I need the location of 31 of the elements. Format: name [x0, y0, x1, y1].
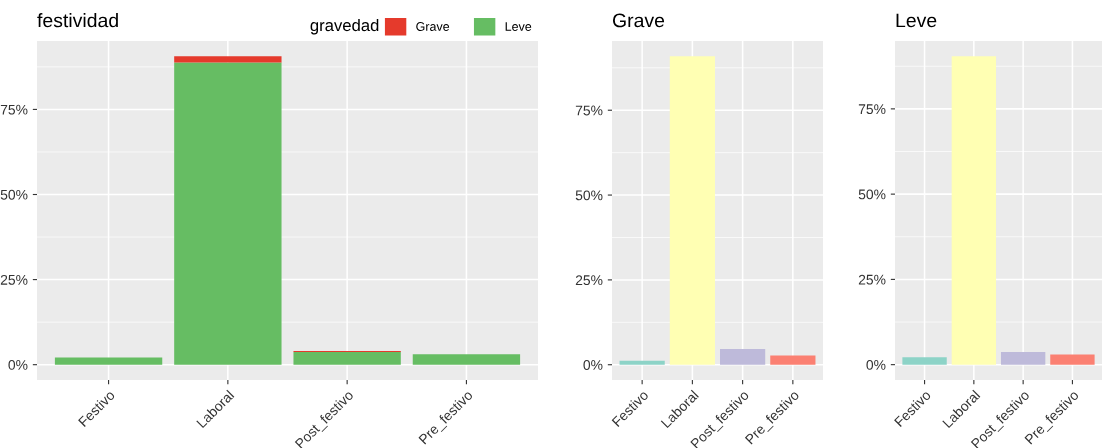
legend-label: Grave [416, 22, 450, 31]
legend-label: Leve [505, 22, 532, 31]
chart-title: festividad [37, 13, 118, 28]
bar [1000, 352, 1046, 365]
y-tick-label: 75% [858, 104, 886, 115]
bar [1050, 354, 1095, 365]
y-tick-label: 25% [0, 274, 28, 285]
y-tick-label: 50% [0, 189, 28, 200]
y-tick-label: 50% [575, 190, 603, 201]
bar [902, 357, 947, 365]
bar [293, 352, 401, 365]
bar [174, 62, 282, 365]
y-tick-label: 25% [858, 274, 886, 285]
bar [669, 56, 715, 365]
y-tick-label: 50% [858, 189, 886, 200]
y-tick-label: 0% [583, 360, 603, 370]
bar [412, 354, 521, 365]
chart-title: Leve [896, 13, 937, 28]
bar [951, 56, 997, 365]
y-tick-label: 75% [0, 104, 28, 115]
y-tick-label: 0% [866, 359, 886, 370]
chart-title: Grave [612, 13, 665, 28]
bar [54, 357, 163, 365]
y-tick-label: 25% [575, 275, 603, 286]
legend-title: gravedad [310, 18, 379, 35]
y-tick-label: 75% [575, 105, 603, 116]
bar [174, 56, 282, 63]
bar [720, 349, 766, 365]
bar [770, 355, 816, 365]
bar [619, 360, 665, 365]
y-tick-label: 0% [8, 360, 28, 370]
